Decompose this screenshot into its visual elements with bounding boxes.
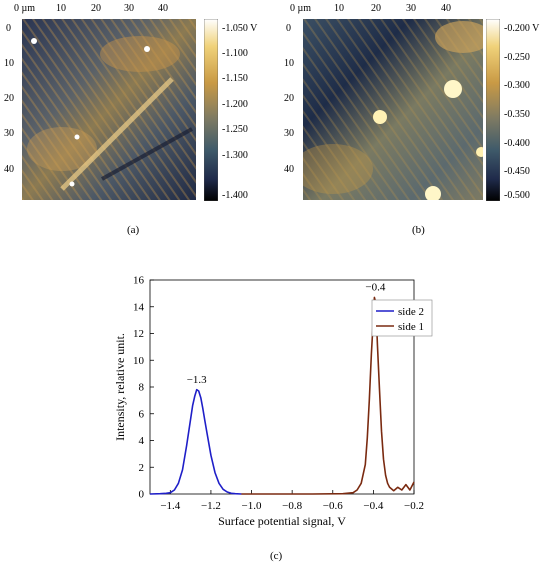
map-b-xtick: 20 <box>371 3 381 14</box>
peak-annotation: −1.3 <box>187 374 207 386</box>
x-axis-label: Surface potential signal, V <box>218 514 346 528</box>
map-b-image <box>303 19 483 200</box>
map-b-cbar-tick: -0.350 <box>504 109 530 120</box>
peak-annotation: −0.4 <box>365 282 385 294</box>
map-b-panel: 0 µm 10 20 30 40 0 10 20 30 40 <box>276 0 550 240</box>
panel-a-label: (a) <box>127 224 140 236</box>
map-b-colorbar <box>486 19 500 201</box>
map-a-cbar-tick: -1.200 <box>222 99 248 110</box>
map-a-image <box>22 19 196 200</box>
map-b-ytick: 30 <box>284 128 294 139</box>
map-b-ytick: 40 <box>284 164 294 175</box>
y-tick-label: 12 <box>133 328 144 340</box>
map-b-xtick: 10 <box>334 3 344 14</box>
map-a-xtick: 0 µm <box>14 3 36 14</box>
spectrum-chart: 0 2 4 6 8 10 12 14 16 −1.4 −1.2 −1.0 −0.8 −0.6 −0.4 −0.… <box>113 275 433 528</box>
map-b-cbar-tick: -0.500 <box>504 190 530 201</box>
map-a-cbar-tick: -1.400 <box>222 190 248 201</box>
map-a-cbar-tick: -1.150 <box>222 73 248 84</box>
map-a-ytick: 20 <box>4 93 14 104</box>
map-b-cbar-tick: -0.200 V <box>504 23 540 34</box>
y-tick-label: 6 <box>139 408 145 420</box>
map-a-cbar-tick: -1.100 <box>222 48 248 59</box>
x-tick-label: −1.4 <box>160 500 180 512</box>
map-b-cbar-tick: -0.450 <box>504 166 530 177</box>
y-axis-label: Intensity, relative unit. <box>113 333 127 441</box>
map-a-ytick: 40 <box>4 164 14 175</box>
map-b-ytick: 10 <box>284 58 294 69</box>
map-a-cbar-tick: -1.300 <box>222 150 248 161</box>
map-b-xtick: 40 <box>441 3 451 14</box>
map-a-xtick: 10 <box>56 3 66 14</box>
y-tick-label: 0 <box>139 489 145 501</box>
x-tick-label: −1.0 <box>242 500 262 512</box>
y-tick-label: 8 <box>139 382 145 394</box>
panel-c-label: (c) <box>270 550 283 562</box>
map-a-ytick: 0 <box>6 23 11 34</box>
map-b-xtick: 30 <box>406 3 416 14</box>
map-b-cbar-tick: -0.250 <box>504 52 530 63</box>
y-tick-label: 14 <box>133 301 145 313</box>
y-tick-label: 16 <box>133 275 145 287</box>
legend-label: side 1 <box>398 321 424 333</box>
map-a-panel: 0 µm 10 20 30 40 0 10 20 30 40 <box>0 0 270 240</box>
map-a-cbar-tick: -1.250 <box>222 124 248 135</box>
map-b-ytick: 20 <box>284 93 294 104</box>
panel-b-label: (b) <box>412 224 425 236</box>
y-tick-label: 2 <box>139 462 145 474</box>
map-b-cbar-tick: -0.400 <box>504 138 530 149</box>
map-a-ytick: 30 <box>4 128 14 139</box>
x-tick-label: −0.6 <box>323 500 343 512</box>
map-a-ytick: 10 <box>4 58 14 69</box>
legend-label: side 2 <box>398 306 424 318</box>
legend-box <box>371 299 433 337</box>
map-b-ytick: 0 <box>286 23 291 34</box>
x-tick-label: −1.2 <box>201 500 221 512</box>
map-a-colorbar <box>204 19 218 201</box>
map-a-xtick: 20 <box>91 3 101 14</box>
y-tick-label: 10 <box>133 355 145 367</box>
map-b-cbar-tick: -0.300 <box>504 80 530 91</box>
x-tick-label: −0.4 <box>363 500 383 512</box>
map-a-xtick: 40 <box>158 3 168 14</box>
x-tick-label: −0.8 <box>282 500 302 512</box>
map-a-cbar-tick: -1.050 V <box>222 23 258 34</box>
x-tick-label: −0.2 <box>404 500 424 512</box>
series-line-1 <box>149 388 242 495</box>
map-b-xtick: 0 µm <box>290 3 312 14</box>
y-tick-label: 4 <box>139 435 145 447</box>
map-a-xtick: 30 <box>124 3 134 14</box>
